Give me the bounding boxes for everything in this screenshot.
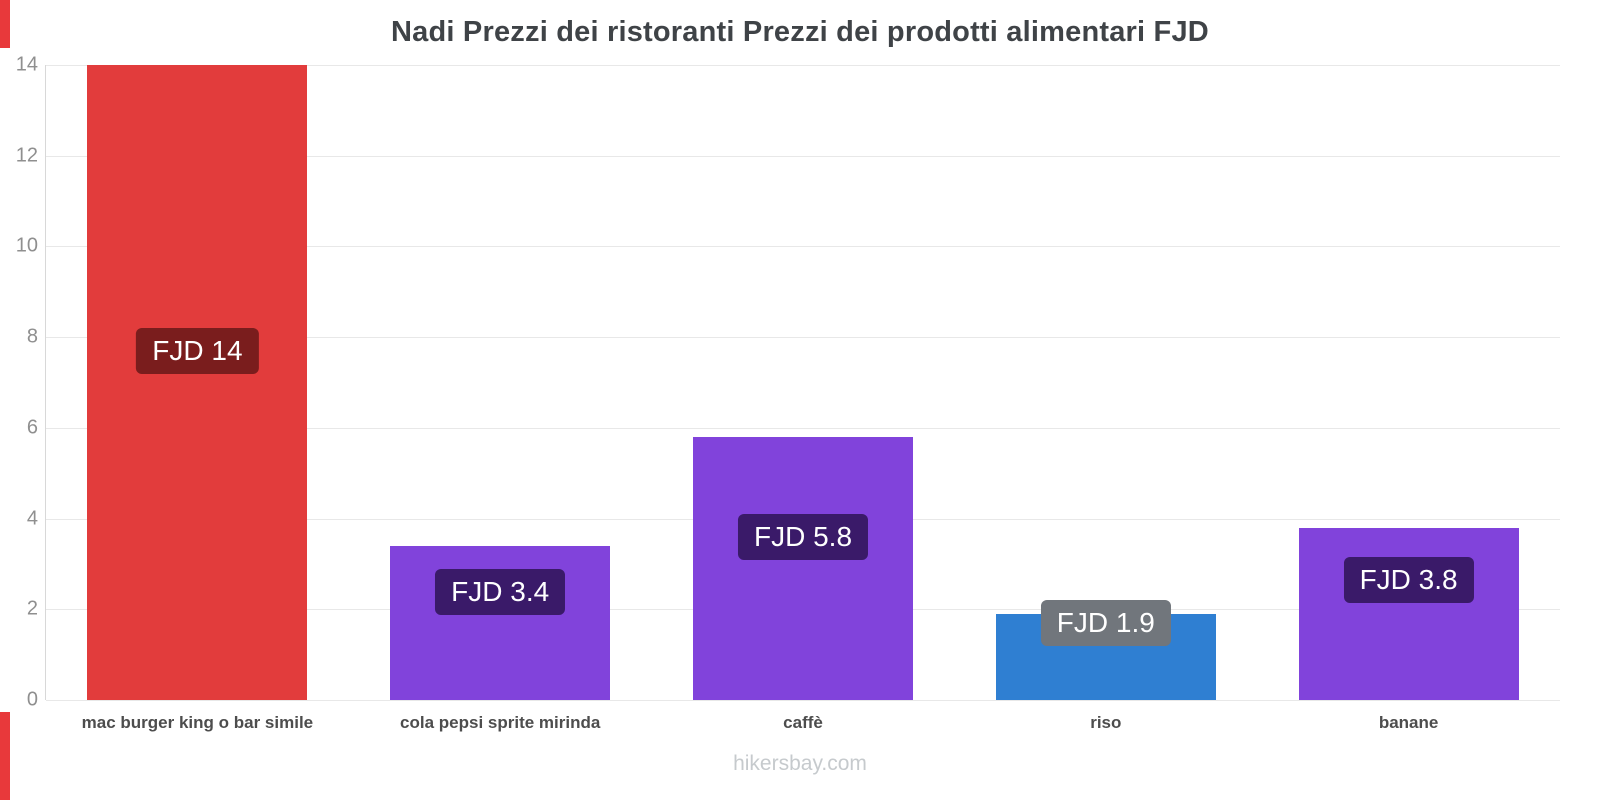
y-tick-label: 10: [15, 234, 38, 257]
x-axis-label: banane: [1378, 713, 1439, 732]
bar-cola-pepsi-sprite-mirinda: FJD 3.4: [390, 545, 611, 700]
bar-banane: FJD 3.8: [1298, 527, 1519, 700]
y-tick-label: 6: [26, 416, 38, 439]
footer-watermark: hikersbay.com: [733, 752, 867, 775]
y-tick-label: 8: [26, 325, 38, 348]
gridline: [46, 65, 1560, 66]
y-tick-label: 0: [26, 688, 38, 711]
gridline: [46, 427, 1560, 429]
x-axis-label: mac burger king o bar simile: [81, 713, 314, 732]
gridline: [46, 155, 1560, 157]
y-tick-label: 14: [15, 53, 38, 76]
y-tick-label: 4: [26, 507, 38, 530]
bar-mac-burger-king-o-bar-simile: FJD 14: [87, 65, 308, 700]
bar-chart-plot-area: 0 2 4 6 8 10 12 14 FJD 14 mac burger king o bar s…: [16, 54, 1560, 732]
chart-title: Nadi Prezzi dei ristoranti Prezzi dei pr…: [391, 16, 1209, 48]
red-accent-stripe-bottom: [0, 712, 10, 800]
bar-value-label: FJD 3.8: [1343, 556, 1474, 603]
bar-caffè: FJD 5.8: [693, 436, 913, 700]
gridline: [46, 246, 1560, 248]
y-tick-label: 12: [15, 144, 38, 167]
bar-value-label: FJD 1.9: [1040, 599, 1171, 646]
x-axis-label: cola pepsi sprite mirinda: [400, 713, 601, 732]
gridline: [46, 337, 1560, 339]
bar-riso: FJD 1.9: [995, 599, 1216, 700]
bar-value-label: FJD 14: [136, 328, 259, 374]
bar-value-label: FJD 3.4: [435, 568, 566, 615]
gridline: [46, 700, 1560, 701]
red-accent-stripe-top: [0, 0, 10, 48]
bar-value-label: FJD 5.8: [737, 513, 869, 560]
x-axis-label: caffè: [783, 713, 823, 732]
x-axis-label: riso: [1090, 713, 1122, 732]
y-tick-label: 2: [26, 597, 38, 620]
